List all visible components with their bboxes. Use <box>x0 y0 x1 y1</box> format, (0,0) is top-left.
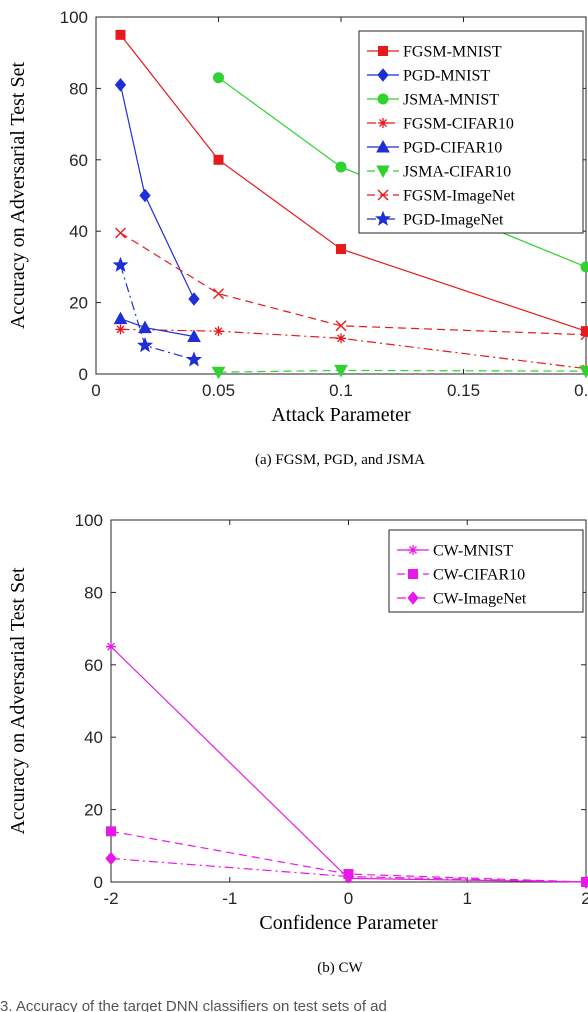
x-axis-label: Confidence Parameter <box>259 912 438 934</box>
chart-a: 0 0.05 0.1 0.15 0.2 0 20 40 60 80 100 Attack Parame… <box>7 8 588 426</box>
data-point-fgsm-imagenet <box>580 329 588 341</box>
series-line-cw-mnist <box>110 646 587 883</box>
x-axis-label: Attack Parameter <box>271 404 411 426</box>
data-point-cw-imagenet <box>580 875 588 889</box>
legend-marker <box>376 139 390 153</box>
legend-marker <box>376 165 390 179</box>
data-point-jsma-mnist <box>580 261 588 273</box>
x-tick-label: 0 <box>344 889 353 908</box>
data-point-pgd-mnist <box>114 78 127 92</box>
data-point-jsma-mnist <box>213 72 224 84</box>
y-tick-label: 20 <box>69 294 88 313</box>
y-tick-label: 0 <box>79 365 88 384</box>
x-tick-label: 0.2 <box>574 381 588 400</box>
legend-marker <box>377 189 389 201</box>
legend-marker <box>408 545 418 555</box>
data-point-cw-mnist <box>106 641 116 652</box>
y-axis-label: Accuracy on Adversarial Test Set <box>7 62 29 329</box>
legend-label: CW-ImageNet <box>433 591 527 608</box>
legend-marker <box>407 591 419 605</box>
data-point-pgd-imagenet <box>112 256 129 272</box>
caption-a: (a) FGSM, PGD, and JSMA <box>255 452 425 468</box>
legend-label: PGD-MNIST <box>403 68 490 85</box>
x-tick-label: 0 <box>91 381 100 400</box>
data-point-cw-imagenet <box>342 869 355 884</box>
y-tick-label: 60 <box>69 151 88 170</box>
series-line-fgsm-cifar10 <box>120 328 587 370</box>
y-tick-label: 100 <box>60 8 88 27</box>
series-line-fgsm-mnist <box>120 34 587 332</box>
y-tick-label: 80 <box>84 583 103 602</box>
legend-label: JSMA-CIFAR10 <box>403 164 511 181</box>
y-tick-label: 20 <box>84 801 103 820</box>
y-tick-label: 100 <box>75 511 103 530</box>
legend-marker <box>377 68 389 82</box>
data-point-pgd-imagenet <box>137 337 153 353</box>
legend-label: FGSM-MNIST <box>403 44 502 61</box>
y-axis-label: Accuracy on Adversarial Test Set <box>7 567 29 834</box>
data-point-pgd-cifar10 <box>113 311 128 325</box>
data-point-fgsm-mnist <box>213 154 224 165</box>
data-point-pgd-cifar10 <box>187 329 201 343</box>
data-point-fgsm-cifar10 <box>336 333 346 344</box>
x-tick-label: 0.1 <box>329 381 353 400</box>
legend-label: PGD-ImageNet <box>403 212 504 229</box>
footer-text: 3. Accuracy of the target DNN classifier… <box>0 998 387 1012</box>
x-tick-label: -1 <box>222 889 237 908</box>
legend-label: CW-CIFAR10 <box>433 567 525 584</box>
legend-marker <box>375 210 391 226</box>
x-tick-label: -2 <box>103 889 118 908</box>
data-point-cw-imagenet <box>105 851 117 866</box>
data-point-jsma-cifar10 <box>211 366 226 380</box>
data-point-fgsm-mnist <box>115 29 126 40</box>
legend-box <box>358 30 584 234</box>
data-point-jsma-cifar10 <box>579 365 588 379</box>
caption-b: (b) CW <box>317 960 363 976</box>
legend-marker <box>377 93 389 105</box>
data-point-fgsm-mnist <box>336 244 346 255</box>
series-line-pgd-cifar10 <box>120 318 195 338</box>
x-tick-label: 0.05 <box>202 381 235 400</box>
data-point-pgd-mnist <box>188 292 200 306</box>
legend-label: FGSM-ImageNet <box>403 188 516 205</box>
legend-label: PGD-CIFAR10 <box>403 140 502 157</box>
series-line-pgd-imagenet <box>119 264 195 361</box>
data-point-fgsm-cifar10 <box>213 326 224 337</box>
x-tick-label: 2 <box>581 889 588 908</box>
series-line-cw-imagenet <box>110 857 587 883</box>
data-point-fgsm-imagenet <box>335 320 347 332</box>
y-tick-label: 80 <box>69 79 88 98</box>
legend-label: FGSM-CIFAR10 <box>403 116 514 133</box>
data-point-pgd-imagenet <box>186 351 202 367</box>
y-tick-label: 60 <box>84 656 103 675</box>
y-tick-label: 40 <box>69 222 88 241</box>
legend-marker <box>408 569 418 579</box>
data-point-fgsm-imagenet <box>213 288 224 300</box>
data-point-fgsm-cifar10 <box>115 324 126 335</box>
data-point-cw-cifar10 <box>106 826 116 837</box>
series-line-jsma-cifar10 <box>218 369 587 373</box>
legend-marker <box>378 46 388 56</box>
legend-label: JSMA-MNIST <box>403 92 499 109</box>
data-point-jsma-mnist <box>335 161 347 173</box>
y-tick-label: 40 <box>84 728 103 747</box>
data-point-fgsm-imagenet <box>115 227 126 239</box>
series-line-fgsm-imagenet <box>120 232 587 336</box>
y-tick-label: 0 <box>94 873 103 892</box>
data-point-pgd-cifar10 <box>138 320 152 334</box>
x-tick-label: 1 <box>463 889 472 908</box>
x-tick-label: 0.15 <box>447 381 480 400</box>
data-point-jsma-cifar10 <box>334 364 348 378</box>
data-point-pgd-mnist <box>139 188 151 203</box>
series-line-pgd-mnist <box>119 84 195 300</box>
legend-label: CW-MNIST <box>433 543 513 560</box>
legend-marker <box>378 118 388 128</box>
